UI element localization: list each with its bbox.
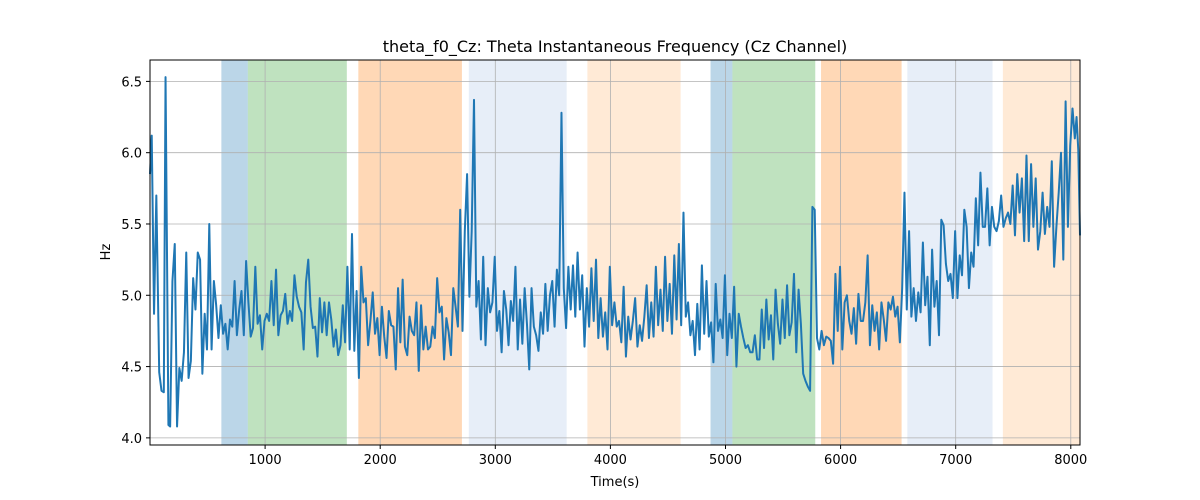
shaded-band-8 (821, 60, 902, 445)
x-tick-label: 7000 (939, 453, 972, 468)
x-tick-label: 5000 (709, 453, 742, 468)
x-tick-label: 6000 (824, 453, 857, 468)
x-tick-label: 1000 (249, 453, 282, 468)
shaded-band-9 (907, 60, 993, 445)
series-line-1 (149, 76, 1081, 428)
chart-title: theta_f0_Cz: Theta Instantaneous Frequen… (383, 37, 848, 57)
y-tick-label: 6.0 (121, 147, 142, 162)
x-axis-label: Time(s) (590, 475, 640, 490)
x-tick-label: 2000 (364, 453, 397, 468)
y-axis-label: Hz (99, 244, 114, 261)
x-tick-label: 4000 (594, 453, 627, 468)
shaded-bands (221, 60, 1080, 445)
y-tick-label: 5.0 (121, 289, 142, 304)
x-tick-label: 3000 (479, 453, 512, 468)
shaded-band-5 (587, 60, 681, 445)
y-tick-label: 4.5 (121, 361, 142, 376)
shaded-band-4 (468, 60, 567, 445)
shaded-band-6 (710, 60, 733, 445)
shaded-band-2 (247, 60, 347, 445)
axes-frame (149, 59, 1081, 446)
y-tick-label: 4.0 (121, 432, 142, 447)
shaded-band-7 (732, 60, 816, 445)
y-tick-label: 6.5 (121, 75, 142, 90)
shaded-band-1 (221, 60, 248, 445)
y-tick-label: 5.5 (121, 218, 142, 233)
x-axis-ticks: 1000 2000 3000 4000 5000 6000 7000 8000 (249, 445, 1087, 468)
y-axis-ticks: 4.0 4.5 5.0 5.5 6.0 6.5 (121, 75, 150, 447)
shaded-band-3 (358, 60, 462, 445)
x-tick-label: 8000 (1054, 453, 1087, 468)
shaded-band-10 (1002, 60, 1080, 445)
series-group (149, 76, 1081, 428)
